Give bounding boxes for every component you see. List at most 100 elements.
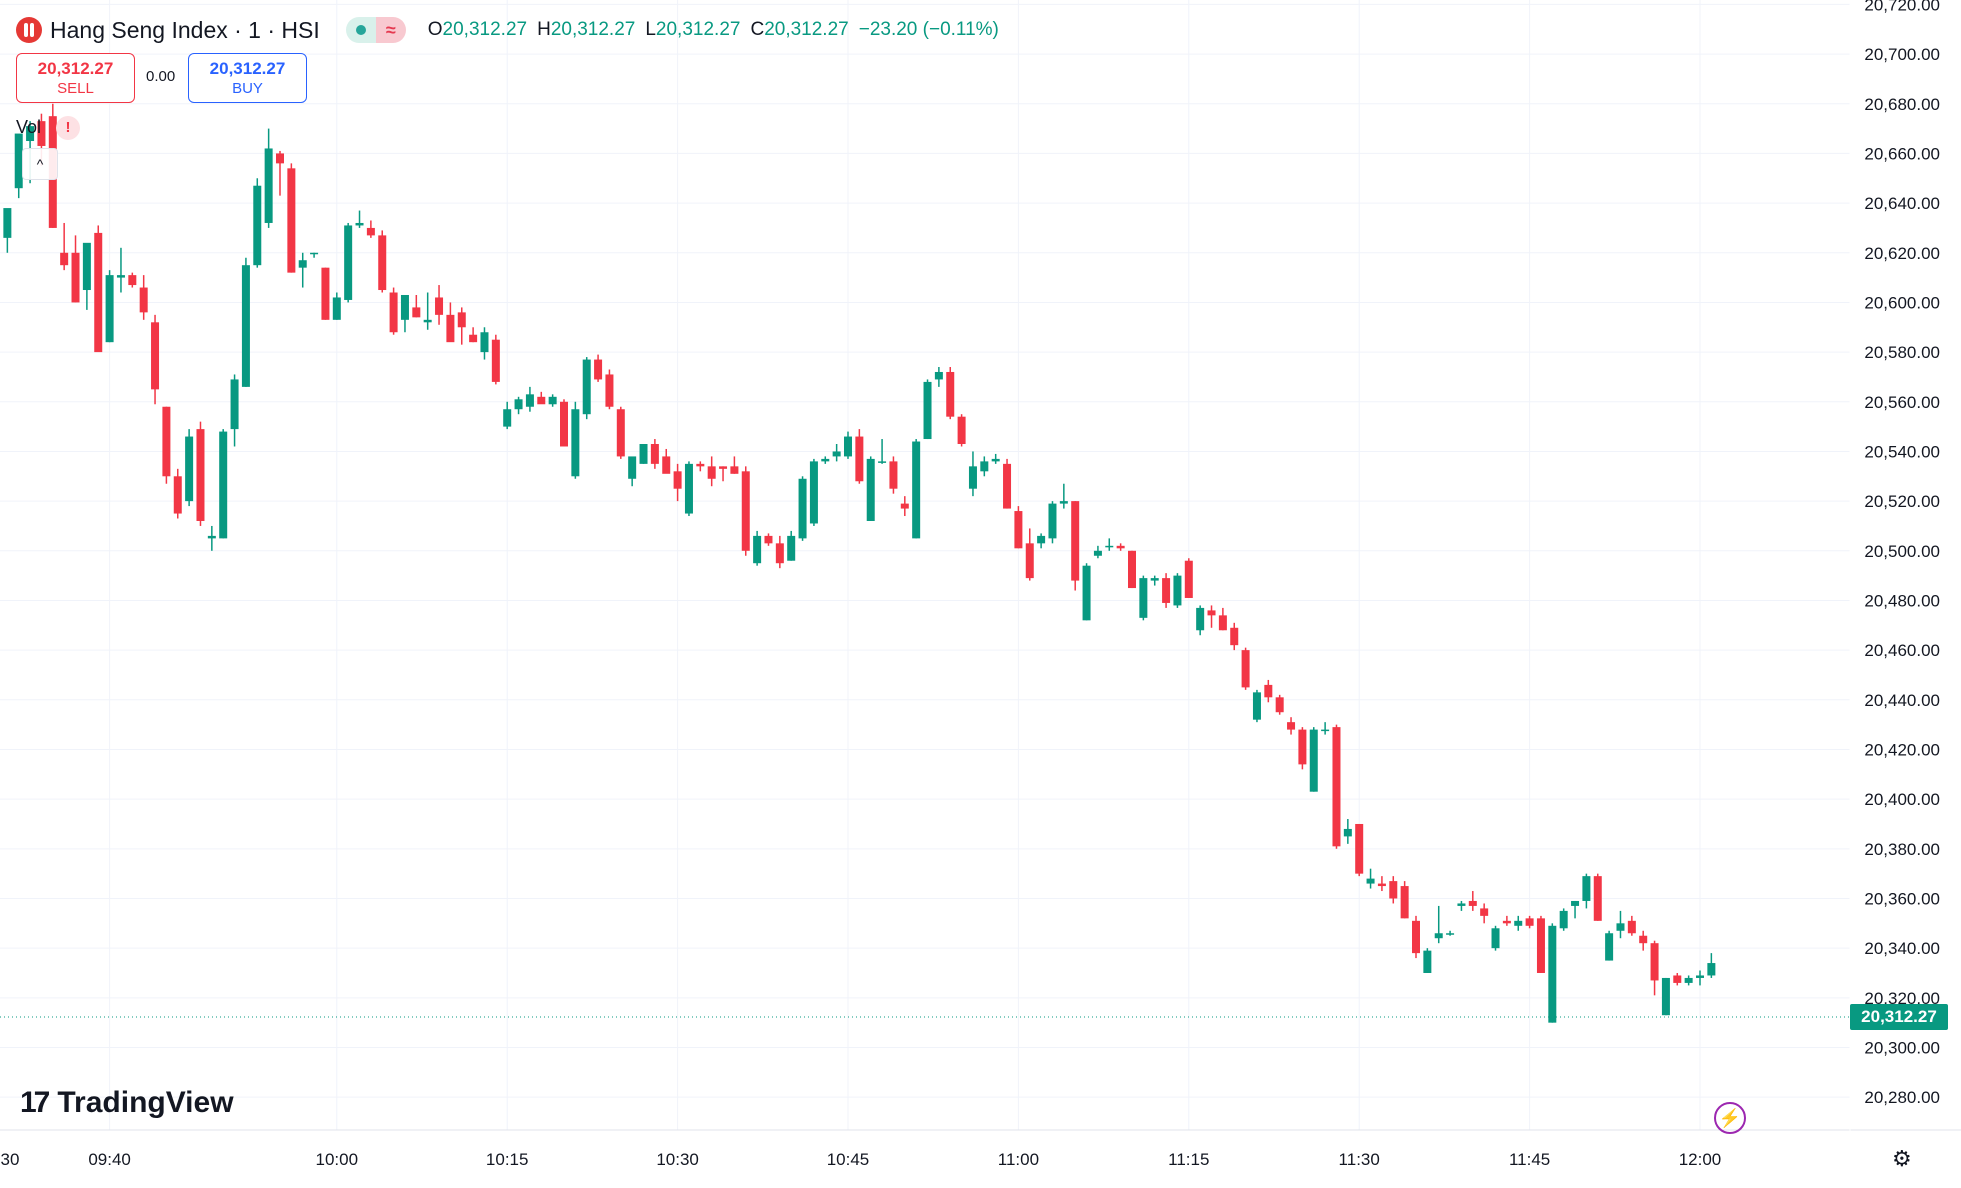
candle-body [525, 394, 534, 407]
candle-body [1105, 545, 1114, 548]
candle-body [1593, 876, 1602, 921]
candle-body [1650, 943, 1659, 981]
candle-body [1661, 977, 1670, 1016]
candle-body [775, 543, 784, 564]
candle-body [821, 458, 830, 462]
candle-body [1128, 550, 1136, 589]
candle-body [264, 148, 273, 223]
candle-body [1048, 503, 1057, 539]
y-tick-label: 20,580.00 [1864, 343, 1940, 362]
candle-body [71, 252, 80, 303]
open-label: O [427, 19, 443, 40]
x-tick-label: 30 [1, 1150, 20, 1169]
lightning-icon[interactable]: ⚡ [1714, 1102, 1746, 1134]
candle-body [616, 409, 625, 457]
sell-button[interactable]: 20,312.27 SELL [16, 53, 135, 103]
volume-legend[interactable]: Vol [16, 117, 42, 137]
candle-body [719, 466, 728, 469]
candle-body [14, 133, 23, 189]
x-tick-label: 11:45 [1509, 1150, 1550, 1169]
settings-icon[interactable]: ⚙ [1892, 1146, 1912, 1171]
candle-body [582, 359, 591, 415]
candle-body [741, 471, 750, 551]
candle-body [355, 222, 364, 226]
candle-body [787, 535, 796, 561]
ohlc-readout: O20,312.27 H20,312.27 L20,312.27 C20,312… [428, 19, 999, 41]
candle-body [1207, 610, 1216, 616]
high-label: H [537, 19, 551, 40]
candle-body [639, 444, 648, 464]
y-tick-label: 20,720.00 [1864, 0, 1940, 14]
candle-body [1014, 511, 1023, 549]
x-tick-label: 10:30 [656, 1150, 699, 1169]
candle-body [957, 416, 966, 444]
y-tick-label: 20,340.00 [1864, 939, 1940, 958]
y-tick-label: 20,300.00 [1864, 1038, 1940, 1057]
y-tick-label: 20,640.00 [1864, 194, 1940, 213]
y-tick-label: 20,560.00 [1864, 393, 1940, 412]
y-tick-label: 20,440.00 [1864, 691, 1940, 710]
collapse-legend-button[interactable]: ^ [22, 148, 58, 180]
candle-body [1037, 535, 1046, 544]
candle-body [1559, 910, 1568, 929]
buy-price: 20,312.27 [209, 59, 286, 78]
candle-body [1355, 823, 1364, 874]
change-value: −23.20 (−0.11%) [858, 19, 999, 40]
candle-body [1400, 886, 1409, 919]
candle-body [798, 478, 807, 539]
candle-body [1673, 975, 1682, 983]
candle-body [469, 334, 478, 343]
candle-body [730, 466, 739, 474]
candle-body [650, 444, 659, 464]
candle-body [923, 381, 932, 440]
candle-body [1230, 627, 1239, 646]
candle-body [332, 297, 341, 320]
tradingview-logo[interactable]: 17 TradingView [20, 1086, 234, 1120]
low-value: 20,312.27 [655, 19, 741, 40]
candle-body [514, 399, 523, 410]
x-tick-label: 12:00 [1679, 1150, 1722, 1169]
candle-body [287, 168, 296, 273]
candle-body [321, 267, 330, 320]
y-tick-label: 20,700.00 [1864, 45, 1940, 64]
x-tick-label: 11:30 [1339, 1150, 1380, 1169]
candle-body [662, 456, 671, 474]
candle-body [196, 429, 205, 521]
x-tick-label: 10:15 [486, 1150, 529, 1169]
candle-body [276, 153, 284, 164]
low-label: L [645, 19, 656, 40]
candle-body [446, 314, 455, 343]
warning-icon[interactable]: ! [56, 116, 80, 140]
candle-body [253, 185, 262, 266]
candle-body [1321, 729, 1330, 732]
candle-body [753, 535, 762, 564]
candle-body [980, 461, 989, 472]
candle-body [1275, 697, 1284, 713]
y-tick-label: 20,380.00 [1864, 840, 1940, 859]
candle-body [560, 401, 568, 447]
candle-body [435, 297, 444, 315]
candle-body [457, 312, 466, 328]
candle-body [1548, 925, 1557, 1023]
candle-body [185, 436, 194, 502]
candle-body [1162, 578, 1171, 603]
x-tick-label: 10:45 [827, 1150, 870, 1169]
last-price-tag: 20,312.27 [1850, 1004, 1948, 1031]
candle-body [1003, 463, 1012, 509]
y-tick-label: 20,420.00 [1864, 740, 1940, 759]
candle-body [1218, 615, 1227, 631]
y-tick-label: 20,400.00 [1864, 790, 1940, 809]
candle-body [594, 359, 603, 380]
candle-body [878, 461, 887, 463]
symbol-title[interactable]: Hang Seng Index · 1 · HSI [50, 16, 320, 43]
candle-body [1571, 900, 1580, 906]
candle-body [491, 339, 500, 382]
buy-button[interactable]: 20,312.27 BUY [188, 53, 307, 103]
candle-body [1616, 923, 1625, 931]
market-status-pill[interactable]: ≈ [345, 17, 406, 43]
candle-body [1707, 963, 1716, 976]
y-tick-label: 20,540.00 [1864, 442, 1940, 461]
candle-body [1196, 607, 1205, 631]
candle-body [366, 227, 375, 236]
